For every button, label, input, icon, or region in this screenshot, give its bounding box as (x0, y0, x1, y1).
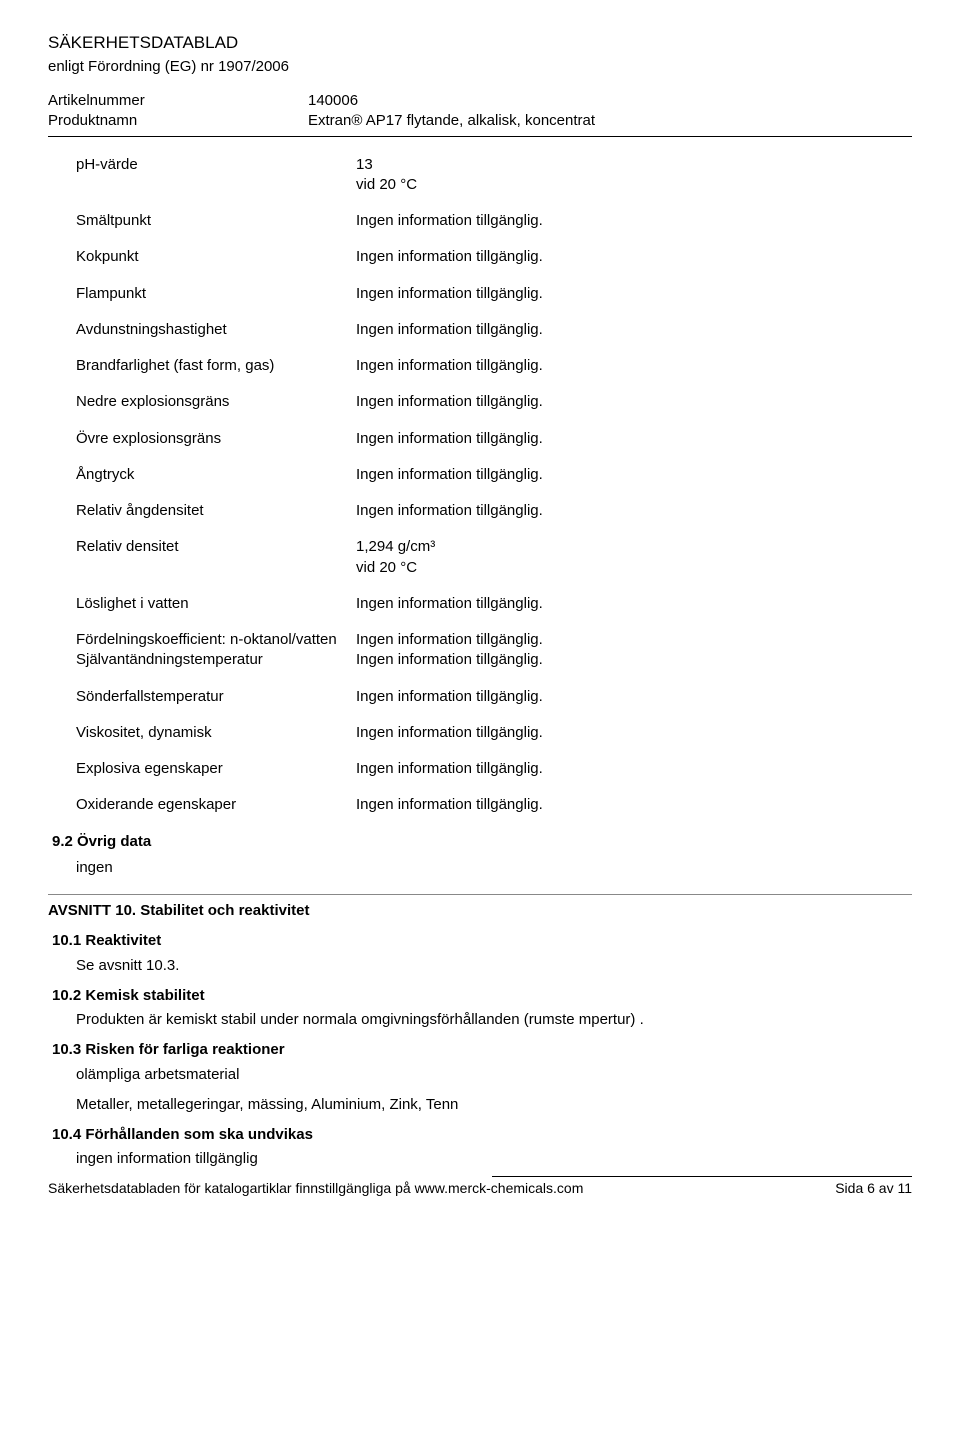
section-10-1-body: Se avsnitt 10.3. (76, 956, 912, 976)
property-row: Löslighet i vattenIngen information till… (76, 594, 912, 614)
property-row: pH-värde 13vid 20 °C (76, 155, 912, 196)
doc-title: SÄKERHETSDATABLAD (48, 32, 912, 55)
property-value: Ingen information tillgänglig. (356, 320, 912, 340)
property-row: Explosiva egenskaperIngen information ti… (76, 759, 912, 779)
property-row: SmältpunktIngen information tillgänglig. (76, 211, 912, 231)
property-value: Ingen information tillgänglig. (356, 501, 912, 521)
section-10-3-body: olämpliga arbetsmaterial Metaller, metal… (76, 1065, 912, 1116)
property-value: Ingen information tillgänglig. (356, 759, 912, 779)
property-label: Löslighet i vatten (76, 594, 356, 614)
property-row: AvdunstningshastighetIngen information t… (76, 320, 912, 340)
property-row: KokpunktIngen information tillgänglig. (76, 247, 912, 267)
property-row: Relativ densitet1,294 g/cm³vid 20 °C (76, 537, 912, 578)
property-row: Relativ ångdensitetIngen information til… (76, 501, 912, 521)
property-row: Brandfarlighet (fast form, gas)Ingen inf… (76, 356, 912, 376)
article-row: Artikelnummer 140006 (48, 91, 912, 111)
property-label: Viskositet, dynamisk (76, 723, 356, 743)
property-value: Ingen information tillgänglig. (356, 247, 912, 267)
properties-list: pH-värde 13vid 20 °CSmältpunktIngen info… (76, 155, 912, 816)
property-label: Självantändningstemperatur (76, 650, 356, 670)
property-row: Nedre explosionsgränsIngen information t… (76, 392, 912, 412)
property-value: 13vid 20 °C (356, 155, 912, 196)
section-9-2-body: ingen (76, 858, 912, 878)
product-row: Produktnamn Extran® AP17 flytande, alkal… (48, 111, 912, 131)
property-value: Ingen information tillgänglig. (356, 429, 912, 449)
property-label: Ångtryck (76, 465, 356, 485)
property-label: Fördelningskoefficient: n-oktanol/vatten (76, 630, 356, 650)
property-label: Nedre explosionsgräns (76, 392, 356, 412)
section-10-3-line2: Metaller, metallegeringar, mässing, Alum… (76, 1095, 912, 1115)
property-row: ÅngtryckIngen information tillgänglig. (76, 465, 912, 485)
section-10-3-line1: olämpliga arbetsmaterial (76, 1065, 912, 1085)
footer-left-text: Säkerhetsdatabladen för katalogartiklar … (48, 1179, 583, 1198)
property-value: Ingen information tillgänglig. (356, 465, 912, 485)
product-label: Produktnamn (48, 111, 308, 131)
property-label: Explosiva egenskaper (76, 759, 356, 779)
property-row: Viskositet, dynamiskIngen information ti… (76, 723, 912, 743)
article-label: Artikelnummer (48, 91, 308, 111)
property-subvalue: vid 20 °C (356, 558, 912, 578)
property-label: Brandfarlighet (fast form, gas) (76, 356, 356, 376)
property-row: Fördelningskoefficient: n-oktanol/vatten… (76, 630, 912, 650)
document-header: SÄKERHETSDATABLAD enligt Förordning (EG)… (48, 32, 912, 137)
section-10-4-heading: 10.4 Förhållanden som ska undvikas (52, 1125, 912, 1145)
footer-page-number: Sida 6 av 11 (835, 1179, 912, 1198)
section-10-title: AVSNITT 10. Stabilitet och reaktivitet (48, 901, 912, 921)
property-value: 1,294 g/cm³vid 20 °C (356, 537, 912, 578)
property-label: Relativ ångdensitet (76, 501, 356, 521)
property-row: SönderfallstemperaturIngen information t… (76, 687, 912, 707)
property-label: pH-värde (76, 155, 356, 175)
section-10-1-heading: 10.1 Reaktivitet (52, 931, 912, 951)
property-label: Oxiderande egenskaper (76, 795, 356, 815)
section-10-2-body: Produkten är kemiskt stabil under normal… (76, 1010, 912, 1030)
property-label: Smältpunkt (76, 211, 356, 231)
section-10-4-body: ingen information tillgänglig (76, 1149, 912, 1169)
property-label: Övre explosionsgräns (76, 429, 356, 449)
section-10-separator (48, 894, 912, 895)
section-10-2-heading: 10.2 Kemisk stabilitet (52, 986, 912, 1006)
property-value: Ingen information tillgänglig. (356, 356, 912, 376)
property-value: Ingen information tillgänglig. (356, 687, 912, 707)
property-label: Flampunkt (76, 284, 356, 304)
property-value: Ingen information tillgänglig. (356, 284, 912, 304)
page-footer: Säkerhetsdatabladen för katalogartiklar … (48, 1179, 912, 1198)
property-row: Oxiderande egenskaperIngen information t… (76, 795, 912, 815)
header-separator (48, 136, 912, 137)
property-label: Sönderfallstemperatur (76, 687, 356, 707)
property-value: Ingen information tillgänglig. (356, 594, 912, 614)
property-value: Ingen information tillgänglig. (356, 211, 912, 231)
property-label: Relativ densitet (76, 537, 356, 557)
property-value: Ingen information tillgänglig. (356, 723, 912, 743)
footer-separator (492, 1176, 912, 1177)
section-10-3-heading: 10.3 Risken för farliga reaktioner (52, 1040, 912, 1060)
property-value: Ingen information tillgänglig. (356, 795, 912, 815)
property-value: Ingen information tillgänglig. (356, 392, 912, 412)
property-label: Kokpunkt (76, 247, 356, 267)
section-9-2-heading: 9.2 Övrig data (52, 832, 912, 852)
property-value: Ingen information tillgänglig. (356, 630, 912, 650)
property-subvalue: vid 20 °C (356, 175, 912, 195)
product-value: Extran® AP17 flytande, alkalisk, koncent… (308, 111, 595, 131)
doc-subtitle: enligt Förordning (EG) nr 1907/2006 (48, 57, 912, 77)
article-value: 140006 (308, 91, 358, 111)
property-row: FlampunktIngen information tillgänglig. (76, 284, 912, 304)
property-label: Avdunstningshastighet (76, 320, 356, 340)
property-value: Ingen information tillgänglig. (356, 650, 912, 670)
property-row: SjälvantändningstemperaturIngen informat… (76, 650, 912, 670)
property-row: Övre explosionsgränsIngen information ti… (76, 429, 912, 449)
